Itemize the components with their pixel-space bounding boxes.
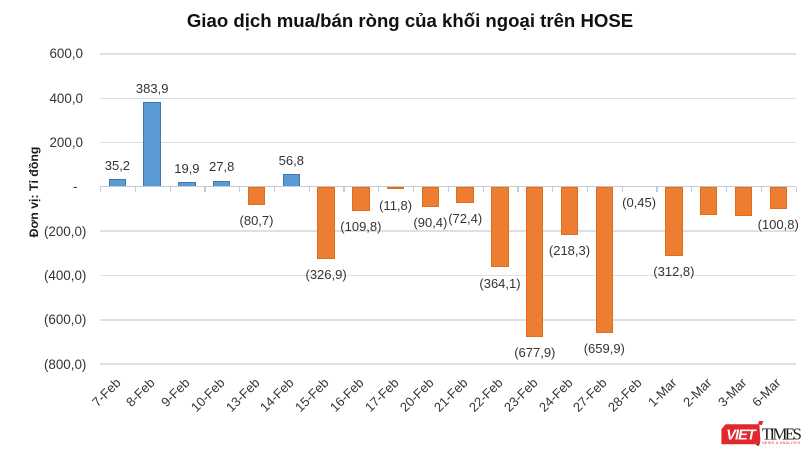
svg-text:NEWS & ANALYSIS: NEWS & ANALYSIS	[762, 441, 801, 445]
svg-text:TIMES: TIMES	[762, 425, 802, 444]
svg-text:VIET: VIET	[726, 428, 757, 444]
